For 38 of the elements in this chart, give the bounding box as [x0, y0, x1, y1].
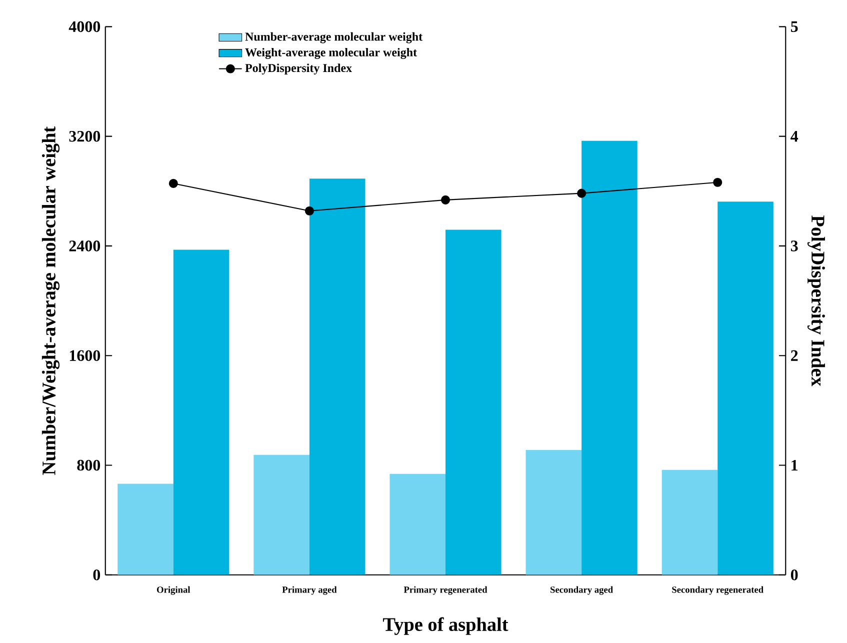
bar: [254, 454, 310, 575]
bar: [173, 250, 230, 575]
y-tick-label: 0: [93, 570, 100, 580]
y-tick-label: 800: [77, 460, 100, 471]
y2-tick-label: 3: [790, 240, 798, 252]
x-tick-label: Secondary regenerated: [672, 586, 764, 595]
x-tick-label: Primary regenerated: [404, 586, 488, 595]
point: [577, 188, 586, 198]
legend-label: PolyDispersity Index: [245, 64, 352, 75]
legend-label: Weight-average molecular weight: [245, 48, 417, 59]
point: [713, 178, 722, 187]
y2-tick-label: 5: [790, 21, 798, 32]
bar: [662, 470, 718, 575]
bar: [446, 230, 502, 575]
y2-tick-label: 2: [791, 350, 798, 361]
bar: [718, 202, 774, 575]
y-tick-label: 1600: [70, 350, 100, 362]
point: [168, 178, 178, 188]
point: [440, 195, 450, 204]
bar: [582, 140, 638, 575]
y2-tick-label: 0: [790, 570, 798, 580]
x-axis-title: Type of asphalt: [383, 617, 508, 636]
bar: [526, 450, 582, 575]
y2-tick-label: 1: [792, 460, 798, 471]
bar: [118, 484, 174, 575]
bar: [309, 178, 366, 575]
legend-label: Number-average molecular weight: [245, 32, 423, 44]
x-tick-label: Primary aged: [282, 586, 337, 595]
y-tick-label: 2400: [69, 240, 100, 252]
y-tick-label: 3200: [69, 130, 100, 142]
x-tick-label: Secondary aged: [550, 586, 613, 595]
point: [304, 206, 314, 216]
y2-axis-title: PolyDispersity Index: [808, 216, 825, 386]
y2-tick-label: 4: [790, 131, 798, 142]
x-tick-label: Original: [157, 586, 190, 595]
bar: [390, 474, 446, 575]
y-axis-title: Number/Weight-average molecular weight: [42, 126, 60, 475]
y-tick-label: 4000: [68, 21, 100, 32]
